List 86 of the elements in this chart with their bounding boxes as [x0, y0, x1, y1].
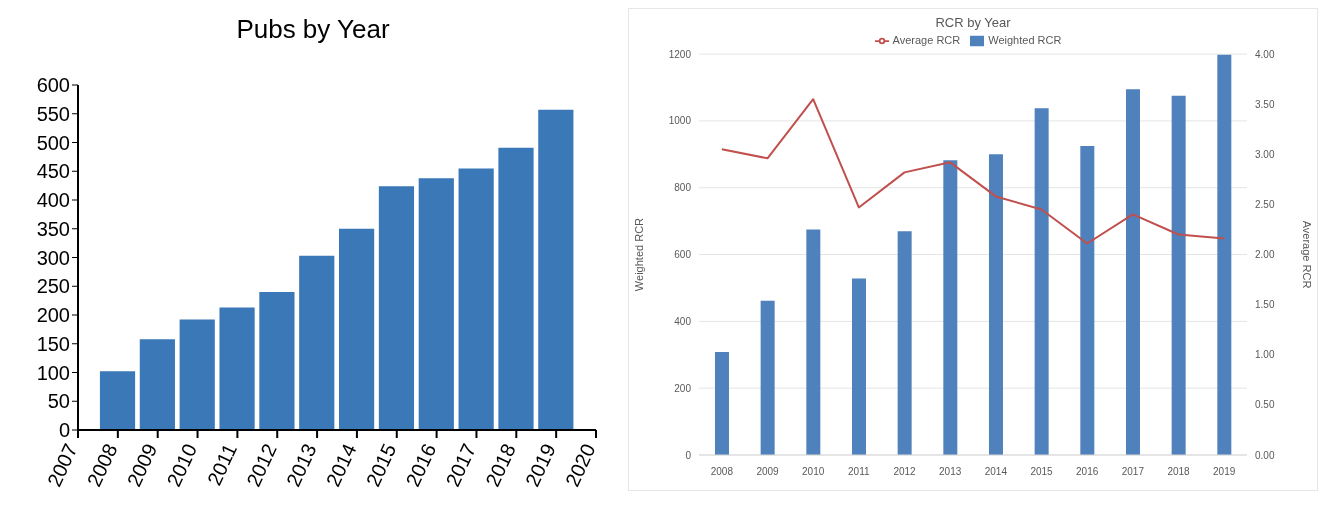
bar: [219, 307, 255, 430]
x-tick-label: 2012: [242, 440, 281, 491]
bar: [418, 178, 454, 430]
x-tick-label: 2011: [202, 440, 242, 489]
line-series: [720, 98, 1226, 245]
bar: [1171, 95, 1186, 455]
bar: [339, 228, 375, 430]
bar: [1080, 145, 1095, 455]
bar: [458, 168, 494, 430]
x-tick-label: 2013: [939, 466, 962, 477]
x-tick-label: 2014: [984, 466, 1008, 477]
x-tick-label: 2017: [441, 440, 481, 491]
y-tick-label: 250: [36, 275, 70, 298]
x-tick-label: 2015: [1030, 466, 1054, 477]
y2-axis-title: Average RCR: [1301, 220, 1314, 289]
legend-label: Average RCR: [892, 34, 961, 46]
x-tick-label: 2009: [756, 466, 780, 477]
y-tick-label: 1200: [668, 48, 692, 60]
x-tick-label: 2011: [848, 466, 871, 477]
x-tick-label: 2016: [401, 440, 441, 491]
x-tick-label: 2009: [122, 440, 162, 491]
x-tick-label: 2008: [82, 440, 122, 491]
bar: [1034, 108, 1049, 455]
x-tick-label: 2018: [481, 440, 520, 491]
y-tick-label: 600: [36, 74, 70, 97]
y2-tick-label: 4.00: [1255, 48, 1275, 60]
bar: [988, 154, 1003, 455]
bar: [299, 255, 335, 430]
bar: [806, 229, 821, 455]
x-tick-label: 2007: [42, 440, 82, 491]
bar: [99, 371, 136, 430]
y-tick-label: 350: [36, 217, 70, 240]
y2-tick-label: 1.00: [1255, 349, 1275, 361]
x-tick-label: 2010: [162, 440, 202, 491]
y-tick-label: 0: [685, 449, 692, 461]
y-axis-title: Weighted RCR: [632, 217, 645, 292]
y-tick-label: 400: [674, 315, 692, 327]
x-tick-label: 2010: [802, 466, 825, 477]
y2-tick-label: 1.50: [1255, 299, 1275, 311]
y2-tick-label: 0.00: [1255, 449, 1275, 461]
x-tick-label: 2019: [521, 440, 560, 491]
bar: [760, 300, 775, 455]
legend-label: Weighted RCR: [988, 34, 1062, 46]
bar: [1125, 89, 1140, 455]
bar: [538, 109, 574, 430]
bar: [259, 292, 295, 430]
y-tick-label: 0: [58, 419, 70, 442]
bar: [1217, 54, 1232, 455]
bar: [498, 147, 534, 430]
x-tick-label: 2019: [1213, 466, 1236, 477]
y2-tick-label: 0.50: [1255, 399, 1275, 411]
y-tick-label: 500: [36, 131, 70, 154]
bar: [897, 231, 912, 455]
y-tick-label: 200: [36, 304, 70, 327]
y2-tick-label: 2.50: [1255, 198, 1275, 210]
y-tick-label: 300: [36, 246, 70, 269]
y-tick-label: 450: [36, 160, 70, 183]
x-tick-label: 2008: [710, 466, 734, 477]
y-tick-label: 200: [674, 382, 692, 394]
x-tick-label: 2016: [1076, 466, 1099, 477]
bar: [851, 278, 866, 455]
y2-tick-label: 3.50: [1255, 98, 1275, 110]
x-tick-label: 2015: [361, 440, 401, 491]
x-tick-label: 2017: [1121, 466, 1145, 477]
x-tick-label: 2013: [281, 440, 321, 491]
y-tick-label: 600: [674, 249, 692, 261]
x-tick-label: 2018: [1167, 466, 1191, 477]
bar: [139, 339, 175, 430]
x-tick-label: 2014: [321, 440, 361, 491]
bar: [179, 319, 215, 430]
bar: [714, 352, 729, 455]
y2-tick-label: 3.00: [1255, 148, 1275, 160]
y-tick-label: 1000: [668, 115, 692, 127]
x-tick-label: 2012: [893, 466, 917, 477]
chart-title: Pubs by Year: [235, 14, 391, 45]
x-tick-label: 2020: [560, 440, 600, 491]
y-tick-label: 550: [36, 102, 70, 125]
y-tick-label: 800: [674, 182, 692, 194]
y-tick-label: 100: [36, 361, 70, 384]
y-tick-label: 50: [47, 390, 70, 413]
y-tick-label: 400: [36, 189, 70, 212]
y2-tick-label: 2.00: [1255, 249, 1275, 261]
y-tick-label: 150: [36, 332, 70, 355]
chart-title: RCR by Year: [934, 15, 1012, 30]
bar: [378, 186, 415, 430]
bar: [943, 160, 958, 455]
